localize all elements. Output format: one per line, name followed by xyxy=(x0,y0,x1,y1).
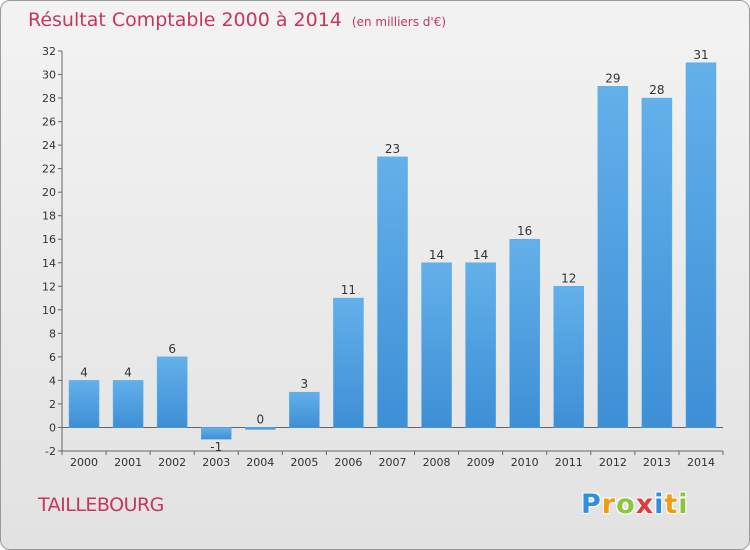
x-tick-label: 2005 xyxy=(290,456,318,469)
logo-letter: o xyxy=(616,489,636,520)
bar xyxy=(333,297,364,428)
x-tick-label: 2000 xyxy=(70,456,98,469)
data-label: 14 xyxy=(473,248,488,262)
bar xyxy=(685,62,717,428)
data-label: -1 xyxy=(210,440,222,454)
y-tick-label: -2 xyxy=(45,445,56,458)
x-tick-label: 2009 xyxy=(467,456,495,469)
data-label: 12 xyxy=(561,271,576,285)
y-tick-label: 18 xyxy=(42,210,56,223)
data-label: 29 xyxy=(605,71,620,85)
data-label: 28 xyxy=(649,83,664,97)
y-tick-label: 2 xyxy=(49,398,56,411)
x-tick-label: 2011 xyxy=(555,456,583,469)
bar xyxy=(112,380,144,428)
y-tick-label: 14 xyxy=(42,257,56,270)
y-tick-label: 22 xyxy=(42,163,56,176)
bar xyxy=(597,86,629,428)
x-tick-label: 2010 xyxy=(511,456,539,469)
x-tick-label: 2002 xyxy=(158,456,186,469)
x-tick-label: 2003 xyxy=(202,456,230,469)
logo-letter: i xyxy=(654,489,665,520)
logo-letter: t xyxy=(664,489,679,520)
y-tick-label: 6 xyxy=(49,351,56,364)
bar xyxy=(200,427,232,440)
y-tick-label: 8 xyxy=(49,327,56,340)
data-label: 0 xyxy=(256,412,264,426)
logo-letter: P xyxy=(581,489,602,520)
x-tick-label: 2012 xyxy=(599,456,627,469)
x-tick-label: 2008 xyxy=(423,456,451,469)
bar xyxy=(641,97,673,428)
bar xyxy=(245,427,276,430)
data-label: 23 xyxy=(385,142,400,156)
y-tick-label: 28 xyxy=(42,92,56,105)
data-label: 11 xyxy=(341,283,356,297)
y-tick-label: 16 xyxy=(42,233,56,246)
bar xyxy=(465,262,496,428)
y-tick-label: 30 xyxy=(42,69,56,82)
x-tick-label: 2006 xyxy=(334,456,362,469)
y-tick-label: 24 xyxy=(42,139,56,152)
data-label: 31 xyxy=(693,48,708,62)
bar xyxy=(377,156,408,428)
bar xyxy=(289,391,320,428)
data-labels: 4 4 6 -1 0 3 11 23 14 14 16 12 29 28 31 xyxy=(80,48,708,454)
data-label: 4 xyxy=(124,365,132,379)
y-tick-label: 32 xyxy=(42,45,56,58)
chart-subtitle: (en milliers d'€) xyxy=(351,15,447,29)
data-label: 16 xyxy=(517,224,532,238)
bar xyxy=(156,356,188,428)
y-tick-label: 26 xyxy=(42,116,56,129)
data-label: 6 xyxy=(168,342,176,356)
logo-letter: i xyxy=(678,489,689,520)
data-label: 3 xyxy=(301,377,309,391)
bar xyxy=(509,238,540,428)
y-tick-label: 20 xyxy=(42,186,56,199)
chart-title-main: Résultat Comptable 2000 à 2014 xyxy=(28,9,342,31)
x-tick-label: 2007 xyxy=(379,456,407,469)
chart-title: Résultat Comptable 2000 à 2014 (en millie… xyxy=(28,9,446,31)
proxiti-logo[interactable]: Proxiti xyxy=(581,489,689,520)
y-tick-label: 12 xyxy=(42,280,56,293)
bar xyxy=(553,286,585,428)
x-tick-label: 2004 xyxy=(246,456,274,469)
commune-name: TAILLEBOURG xyxy=(38,494,164,516)
y-tick-label: 10 xyxy=(42,304,56,317)
logo-letter: r xyxy=(601,489,617,520)
data-label: 4 xyxy=(80,365,88,379)
y-tick-label: 4 xyxy=(49,374,56,387)
x-axis: 2000 2001 2002 2003 2004 2005 2006 2007 2008 2009… xyxy=(61,426,724,469)
x-tick-label: 2001 xyxy=(114,456,142,469)
y-tick-label: 0 xyxy=(49,421,56,434)
bar xyxy=(68,380,100,428)
logo-letter: x xyxy=(635,489,655,520)
bars xyxy=(68,62,717,440)
data-label: 14 xyxy=(429,248,444,262)
bar xyxy=(421,262,452,428)
x-tick-label: 2013 xyxy=(643,456,671,469)
x-tick-label: 2014 xyxy=(687,456,715,469)
